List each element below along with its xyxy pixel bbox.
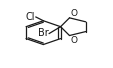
Text: Br: Br: [38, 28, 48, 38]
Text: O: O: [69, 8, 76, 17]
Text: O: O: [69, 36, 76, 45]
Text: Cl: Cl: [25, 12, 34, 22]
